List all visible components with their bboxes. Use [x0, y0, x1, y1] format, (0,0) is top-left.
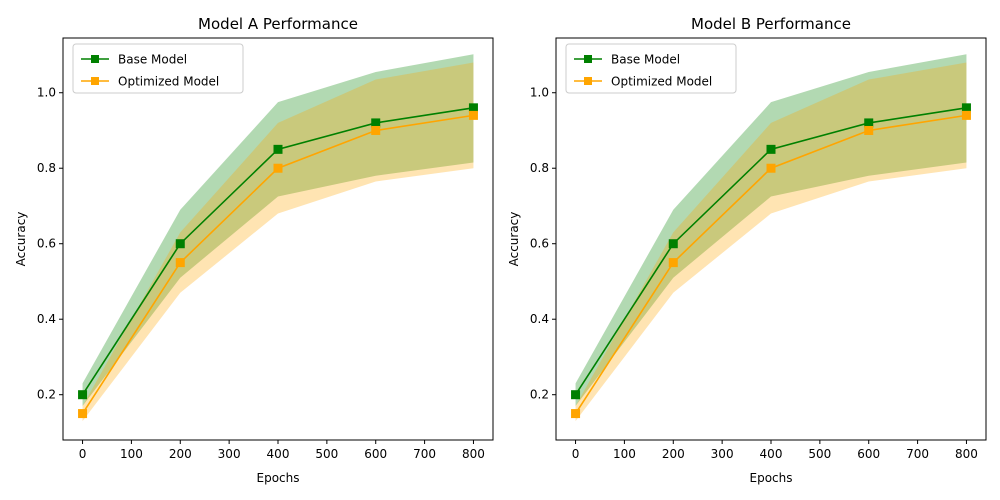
legend-label-optimized-model: Optimized Model [118, 75, 219, 89]
data-point-base-model [961, 103, 971, 113]
y-tick-label: 0.6 [530, 237, 549, 251]
x-tick-label: 300 [711, 447, 734, 461]
chart-panel-model-a: 0 100 200 300 400 500 600 700 800 0.2 0.4 0.6 0.8 1.0… [14, 15, 494, 485]
y-tick-label: 0.2 [530, 388, 549, 402]
x-tick-label: 0 [79, 447, 87, 461]
chart-panel-model-b: 0 100 200 300 400 500 600 700 800 0.2 0.4 0.6 0.8 1.0… [507, 15, 987, 485]
data-point-base-model [571, 390, 581, 400]
data-point-optimized-model [961, 110, 971, 120]
x-tick-label: 100 [120, 447, 143, 461]
data-point-optimized-model [571, 409, 581, 419]
x-tick-label: 400 [267, 447, 290, 461]
confidence-band-optimized-model [82, 62, 474, 422]
x-tick-label: 500 [315, 447, 338, 461]
y-tick-label: 0.8 [530, 161, 549, 175]
y-tick-label: 0.2 [37, 388, 56, 402]
data-point-base-model [864, 118, 874, 128]
legend-box [72, 43, 244, 94]
data-point-optimized-model [766, 163, 776, 173]
x-tick-label: 700 [413, 447, 436, 461]
y-axis-label: Accuracy [507, 212, 521, 267]
data-point-base-model [78, 390, 88, 400]
y-axis-label: Accuracy [14, 212, 28, 267]
data-point-optimized-model [175, 258, 185, 268]
data-point-optimized-model [78, 409, 88, 419]
legend: Base Model Optimized Model [72, 43, 244, 94]
legend-label-base-model: Base Model [611, 53, 680, 67]
data-point-optimized-model [273, 163, 283, 173]
x-tick-label: 500 [808, 447, 831, 461]
data-point-optimized-model [668, 258, 678, 268]
y-tick-label: 1.0 [37, 86, 56, 100]
data-point-base-model [371, 118, 381, 128]
x-axis-label: Epochs [750, 471, 793, 485]
x-tick-label: 200 [662, 447, 685, 461]
chart-title: Model B Performance [691, 15, 851, 33]
confidence-band-optimized-model [575, 62, 967, 422]
y-tick-label: 0.4 [530, 312, 549, 326]
legend-label-optimized-model: Optimized Model [611, 75, 712, 89]
y-tick-label: 1.0 [530, 86, 549, 100]
confidence-band-base-model [575, 54, 967, 407]
legend: Base Model Optimized Model [565, 43, 737, 94]
x-tick-label: 800 [955, 447, 978, 461]
data-point-optimized-model [864, 125, 874, 135]
x-tick-label: 0 [572, 447, 580, 461]
legend-box [565, 43, 737, 94]
legend-label-base-model: Base Model [118, 53, 187, 67]
data-point-base-model [175, 239, 185, 249]
y-tick-label: 0.8 [37, 161, 56, 175]
legend-marker-base-model [91, 55, 99, 63]
data-point-base-model [468, 103, 478, 113]
chart-title: Model A Performance [198, 15, 358, 33]
x-tick-label: 300 [218, 447, 241, 461]
data-point-base-model [273, 144, 283, 154]
y-tick-label: 0.4 [37, 312, 56, 326]
legend-marker-optimized-model [584, 77, 592, 85]
x-tick-label: 100 [613, 447, 636, 461]
x-axis-label: Epochs [257, 471, 300, 485]
x-tick-label: 700 [906, 447, 929, 461]
data-point-optimized-model [468, 110, 478, 120]
legend-marker-base-model [584, 55, 592, 63]
x-tick-label: 200 [169, 447, 192, 461]
data-point-base-model [766, 144, 776, 154]
x-tick-label: 800 [462, 447, 485, 461]
data-point-optimized-model [371, 125, 381, 135]
x-tick-label: 400 [760, 447, 783, 461]
y-tick-label: 0.6 [37, 237, 56, 251]
data-point-base-model [668, 239, 678, 249]
x-tick-label: 600 [364, 447, 387, 461]
x-tick-label: 600 [857, 447, 880, 461]
confidence-band-base-model [82, 54, 474, 407]
legend-marker-optimized-model [91, 77, 99, 85]
